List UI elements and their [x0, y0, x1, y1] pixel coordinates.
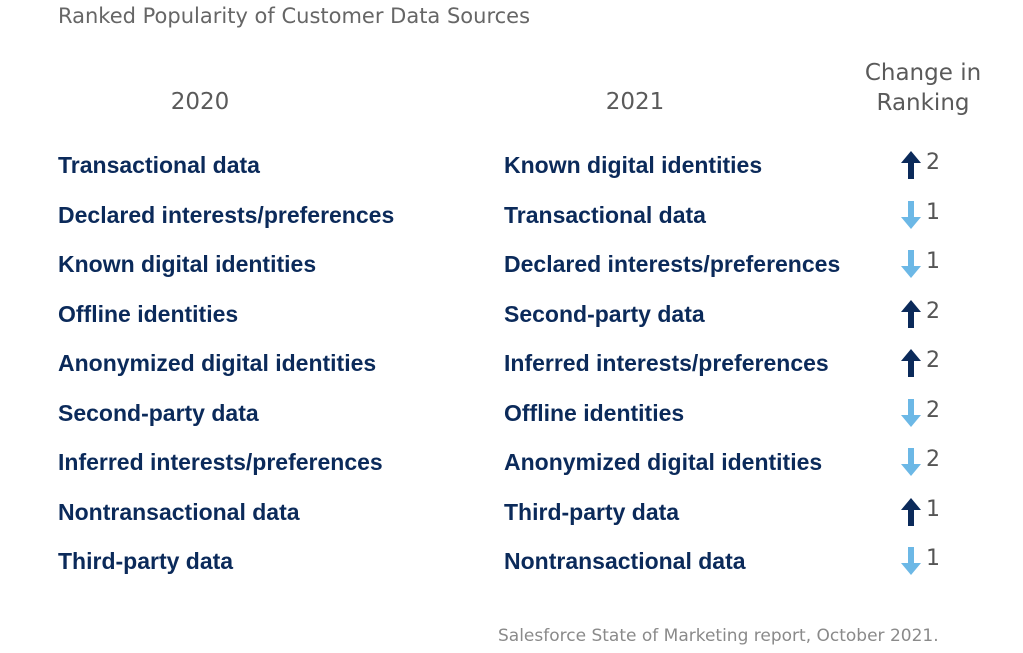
- rank-2021-label: Anonymized digital identities: [504, 449, 823, 475]
- arrow-up-icon: [901, 151, 921, 179]
- arrow-up-icon: [901, 299, 921, 328]
- rank-2021-label: Known digital identities: [504, 152, 763, 178]
- ranking-change-value: 1: [926, 496, 940, 522]
- arrow-down-icon: [901, 200, 921, 229]
- rank-2020-label: Nontransactional data: [58, 498, 300, 525]
- rank-2021-label: Declared interests/preferences: [504, 251, 841, 277]
- table-row: Offline identities Second-party data 2: [0, 294, 1023, 334]
- ranking-change: 1: [898, 244, 958, 284]
- column-header-change: Change in Ranking: [864, 60, 982, 116]
- table-row: Second-party data Offline identities 2: [0, 393, 1023, 433]
- ranking-change-value: 1: [926, 249, 940, 274]
- rank-2021-label: Transactional data: [504, 201, 706, 228]
- column-header-2020: 2020: [170, 89, 230, 115]
- ranking-change-value: 1: [926, 546, 940, 571]
- column-header-2021: 2021: [605, 89, 665, 115]
- table-row: Third-party data Nontransactional data 1: [0, 541, 1023, 581]
- arrow-up-icon: [901, 497, 921, 526]
- table-row: Inferred interests/preferences Anonymized…: [0, 442, 1023, 482]
- ranking-change: 2: [898, 294, 958, 334]
- ranking-change: 2: [898, 442, 958, 482]
- arrow-down-icon: [901, 547, 921, 575]
- ranking-change-value: 2: [926, 447, 940, 472]
- ranking-change: 2: [898, 343, 958, 383]
- table-row: Declared interests/preferences Transactio…: [0, 195, 1023, 235]
- rank-2020-label: Declared interests/preferences: [58, 201, 395, 228]
- source-note: Salesforce State of Marketing report, Oc…: [498, 626, 939, 646]
- table-row: Known digital identities Declared interes…: [0, 244, 1023, 284]
- chart-title: Ranked Popularity of Customer Data Sourc…: [58, 4, 531, 28]
- ranking-change: 2: [898, 393, 958, 433]
- ranking-change: 1: [898, 195, 958, 235]
- rank-2021-label: Offline identities: [504, 399, 685, 426]
- rank-2020-label: Anonymized digital identities: [58, 350, 377, 376]
- ranking-change: 1: [898, 541, 958, 581]
- arrow-down-icon: [901, 398, 921, 427]
- rank-2020-label: Offline identities: [58, 300, 239, 327]
- arrow-down-icon: [901, 448, 921, 476]
- ranking-change: 2: [898, 145, 958, 185]
- ranking-change-value: 2: [926, 298, 940, 324]
- rank-2020-label: Second-party data: [58, 399, 259, 426]
- rank-2020-label: Known digital identities: [58, 251, 317, 277]
- ranking-change-value: 1: [926, 199, 940, 225]
- rank-2021-label: Nontransactional data: [504, 548, 746, 574]
- table-row: Anonymized digital identities Inferred in…: [0, 343, 1023, 383]
- ranking-change-value: 2: [926, 348, 940, 373]
- table-row: Transactional data Known digital identiti…: [0, 145, 1023, 185]
- rank-2021-label: Inferred interests/preferences: [504, 350, 829, 376]
- rank-2020-label: Third-party data: [58, 548, 234, 574]
- ranking-change-value: 2: [926, 397, 940, 423]
- rank-2020-label: Inferred interests/preferences: [58, 449, 383, 475]
- ranking-change-value: 2: [926, 150, 940, 175]
- arrow-up-icon: [901, 349, 921, 377]
- ranking-change: 1: [898, 492, 958, 532]
- rank-2020-label: Transactional data: [58, 152, 260, 178]
- rank-2021-label: Second-party data: [504, 300, 705, 327]
- arrow-down-icon: [901, 250, 921, 278]
- rank-2021-label: Third-party data: [504, 498, 680, 525]
- table-row: Nontransactional data Third-party data 1: [0, 492, 1023, 532]
